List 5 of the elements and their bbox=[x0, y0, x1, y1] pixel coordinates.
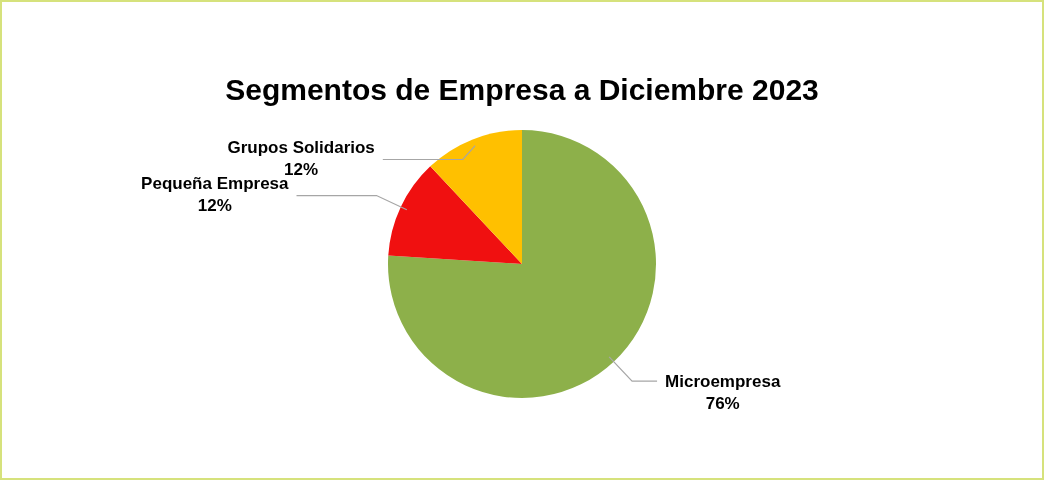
data-label: 76% bbox=[705, 393, 740, 413]
data-label: 12% bbox=[197, 196, 232, 216]
chart-title: Segmentos de Empresa a Diciembre 2023 bbox=[225, 73, 819, 107]
slice-label: Microempresa bbox=[665, 371, 781, 391]
slice-label: Grupos Solidarios bbox=[227, 138, 375, 158]
